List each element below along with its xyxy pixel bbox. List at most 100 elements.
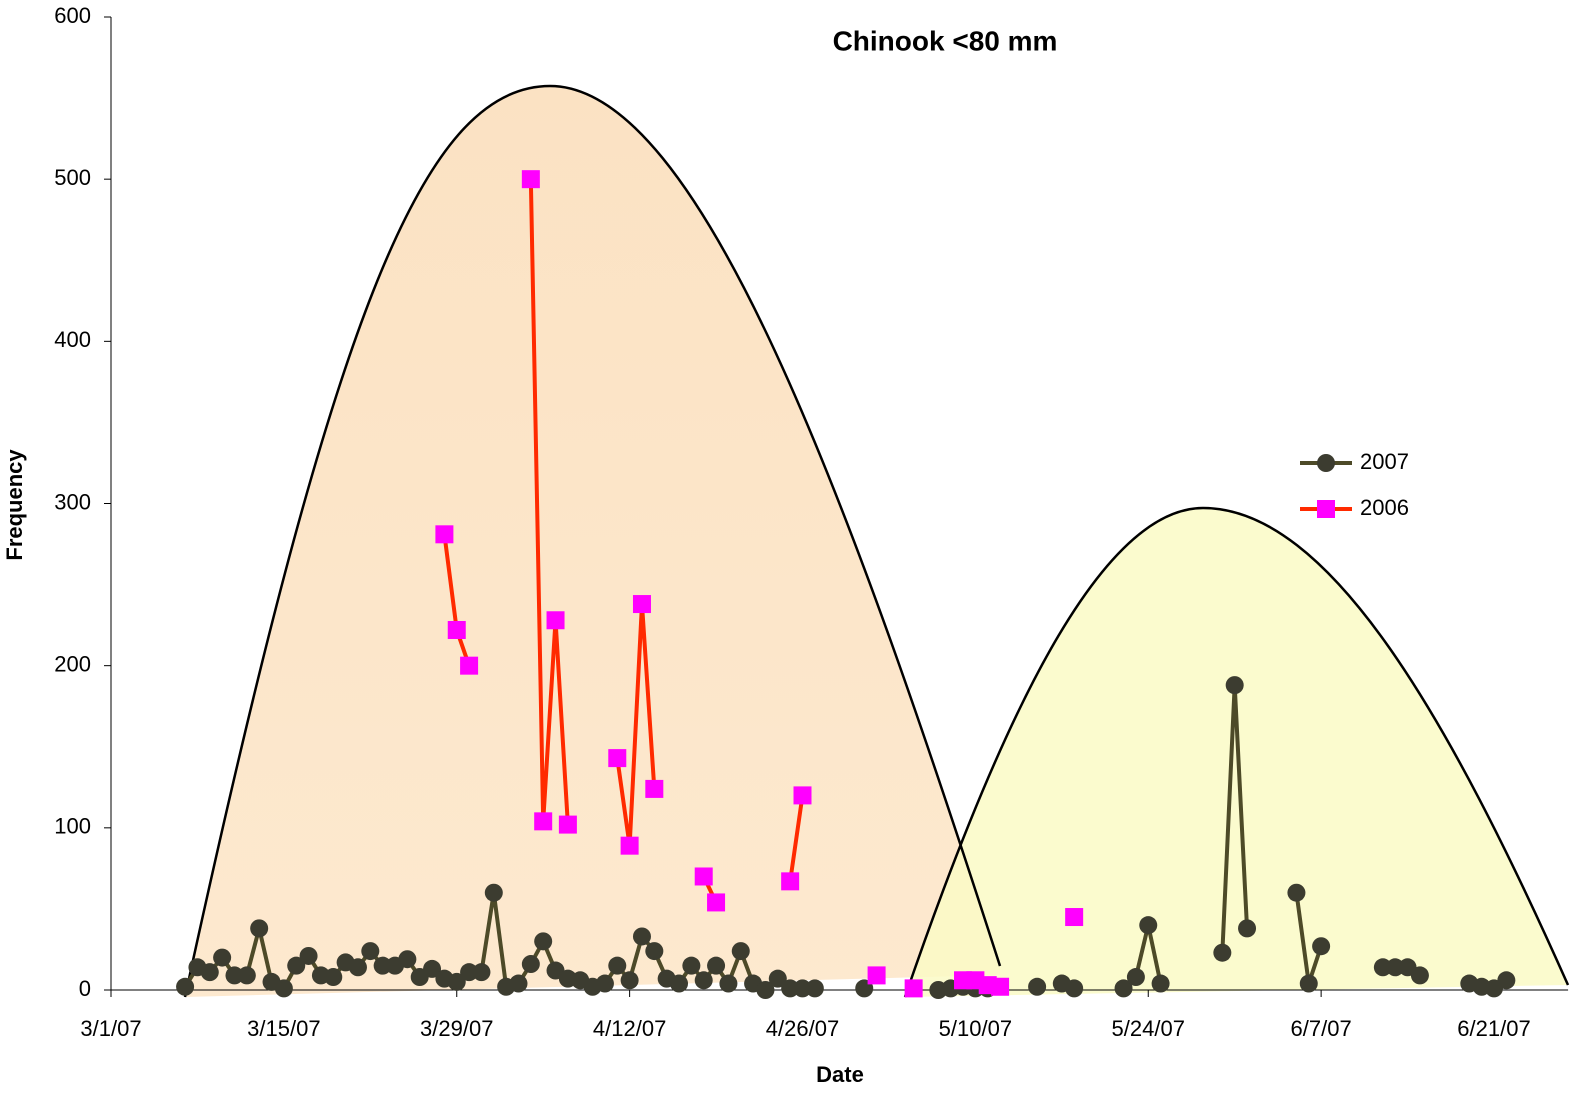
data-point xyxy=(1028,977,1047,996)
data-point xyxy=(682,956,701,975)
data-point xyxy=(1299,974,1318,993)
data-point xyxy=(274,979,293,998)
data-point xyxy=(670,974,689,993)
x-axis-label: Date xyxy=(816,1062,864,1087)
data-point xyxy=(324,968,343,987)
x-tick-label: 3/29/07 xyxy=(420,1016,493,1041)
y-tick-label: 600 xyxy=(54,3,91,28)
y-tick-label: 100 xyxy=(54,814,91,839)
chart-title: Chinook <80 mm xyxy=(833,25,1058,56)
data-point xyxy=(1114,979,1133,998)
data-point xyxy=(447,972,466,991)
data-point xyxy=(608,749,627,768)
data-point xyxy=(620,836,639,855)
background-hump xyxy=(185,86,1000,997)
data-point xyxy=(200,963,219,982)
data-point xyxy=(484,883,503,902)
data-point xyxy=(472,963,491,982)
x-tick-label: 5/10/07 xyxy=(939,1016,1012,1041)
data-point xyxy=(867,966,886,985)
x-tick-label: 3/1/07 xyxy=(80,1016,141,1041)
data-point xyxy=(632,595,651,614)
legend-label: 2007 xyxy=(1360,449,1409,474)
data-point xyxy=(1065,908,1084,927)
data-point xyxy=(460,963,479,982)
data-point xyxy=(398,950,417,969)
data-point xyxy=(1225,676,1244,695)
data-point xyxy=(534,932,553,951)
data-point xyxy=(213,948,232,967)
x-tick-label: 6/21/07 xyxy=(1457,1016,1530,1041)
data-point xyxy=(1151,974,1170,993)
x-tick-label: 5/24/07 xyxy=(1112,1016,1185,1041)
data-point xyxy=(521,955,540,974)
data-point xyxy=(781,872,800,891)
data-point xyxy=(460,656,479,675)
data-point xyxy=(904,979,923,998)
data-point xyxy=(225,966,244,985)
x-tick-label: 4/12/07 xyxy=(593,1016,666,1041)
data-point xyxy=(509,974,528,993)
data-point xyxy=(1213,943,1232,962)
data-point xyxy=(250,919,269,938)
data-point xyxy=(447,620,466,639)
data-point xyxy=(707,956,726,975)
y-tick-label: 200 xyxy=(54,651,91,676)
data-point xyxy=(361,942,380,961)
data-point xyxy=(608,956,627,975)
y-tick-label: 300 xyxy=(54,489,91,514)
data-point xyxy=(1373,958,1392,977)
data-point xyxy=(781,979,800,998)
data-point xyxy=(1386,958,1405,977)
data-point xyxy=(348,958,367,977)
data-point xyxy=(1287,883,1306,902)
y-axis-label: Frequency xyxy=(2,449,27,561)
data-point xyxy=(694,971,713,990)
x-tick-label: 6/7/07 xyxy=(1291,1016,1352,1041)
data-point xyxy=(1410,966,1429,985)
data-point xyxy=(645,942,664,961)
data-point xyxy=(423,959,442,978)
data-point xyxy=(793,979,812,998)
data-point xyxy=(237,966,256,985)
data-point xyxy=(731,942,750,961)
data-point xyxy=(1497,971,1516,990)
data-point xyxy=(546,611,565,630)
data-point xyxy=(768,969,787,988)
data-point xyxy=(620,971,639,990)
data-point xyxy=(595,974,614,993)
legend-marker xyxy=(1317,454,1335,472)
data-point xyxy=(719,974,738,993)
data-point xyxy=(521,170,540,189)
data-point xyxy=(707,893,726,912)
x-tick-label: 4/26/07 xyxy=(766,1016,839,1041)
data-point xyxy=(373,956,392,975)
data-point xyxy=(694,867,713,886)
data-point xyxy=(991,977,1010,996)
data-point xyxy=(1238,919,1257,938)
data-point xyxy=(756,981,775,999)
hump-outline xyxy=(903,506,1570,998)
y-tick-label: 400 xyxy=(54,327,91,352)
data-point xyxy=(1312,937,1331,956)
legend-marker xyxy=(1317,500,1335,518)
y-tick-label: 500 xyxy=(54,165,91,190)
legend-label: 2006 xyxy=(1360,495,1409,520)
data-point xyxy=(534,812,553,831)
data-point xyxy=(632,927,651,946)
data-point xyxy=(299,946,318,965)
data-point xyxy=(287,956,306,975)
data-point xyxy=(435,525,454,544)
data-point xyxy=(1139,916,1158,935)
y-tick-label: 0 xyxy=(79,976,91,1001)
data-point xyxy=(558,815,577,834)
data-point xyxy=(793,786,812,805)
data-point xyxy=(805,979,824,998)
data-point xyxy=(645,779,664,798)
hump-outline xyxy=(183,84,1002,998)
data-point xyxy=(1065,979,1084,998)
data-point xyxy=(1126,968,1145,987)
data-point xyxy=(176,977,195,996)
